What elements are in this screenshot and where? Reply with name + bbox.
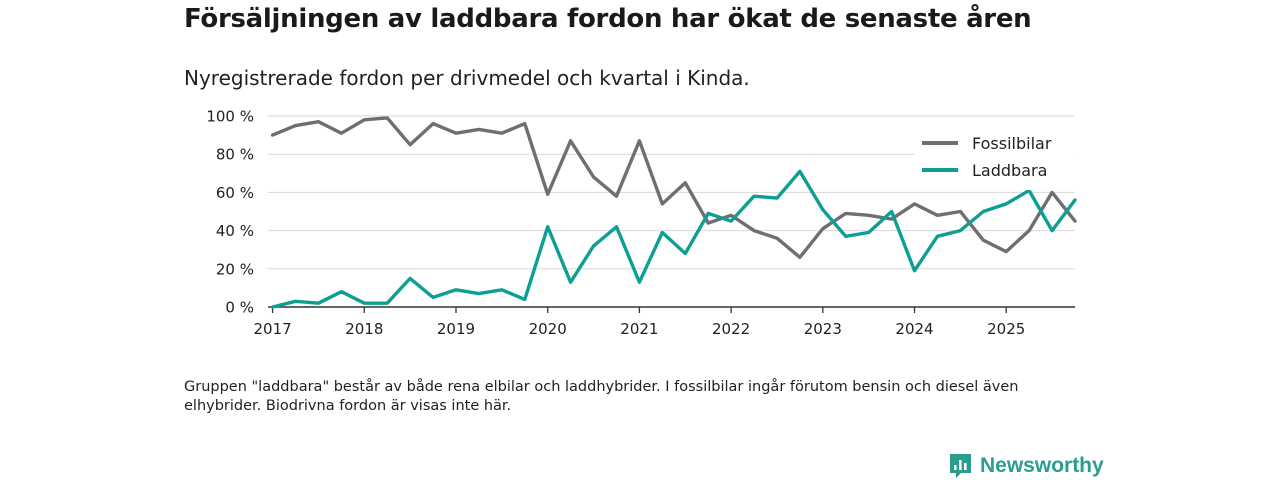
y-axis-ticks: 0 % 20 % 40 % 60 % 80 % 100 % xyxy=(206,108,254,317)
footnote: Gruppen "laddbara" består av både rena e… xyxy=(184,379,1019,414)
x-axis: 2017 2018 2019 2020 2021 2022 2023 2024 2025 xyxy=(253,306,1075,338)
x-tick-label: 2020 xyxy=(529,320,567,338)
newsworthy-logo-icon xyxy=(950,454,971,478)
x-tick-label: 2024 xyxy=(895,320,933,338)
x-tick-label: 2025 xyxy=(987,320,1025,338)
y-tick-label: 0 % xyxy=(225,299,254,317)
chart-title: Försäljningen av laddbara fordon har öka… xyxy=(184,4,1032,34)
legend-label-fossilbilar: Fossilbilar xyxy=(972,134,1052,153)
legend-label-laddbara: Laddbara xyxy=(972,161,1047,180)
brand-name: Newsworthy xyxy=(980,454,1104,477)
series-line-laddbara xyxy=(270,169,1077,309)
y-tick-label: 20 % xyxy=(216,260,254,278)
series-lines xyxy=(270,116,1077,309)
legend: Fossilbilar Laddbara xyxy=(914,128,1074,190)
x-tick-label: 2017 xyxy=(253,320,291,338)
series-line-fossilbilar xyxy=(270,116,1077,259)
brand: Newsworthy xyxy=(948,452,1104,480)
y-tick-label: 40 % xyxy=(216,222,254,240)
x-tick-label: 2023 xyxy=(804,320,842,338)
x-tick-label: 2019 xyxy=(437,320,475,338)
x-tick-label: 2018 xyxy=(345,320,383,338)
legend-background xyxy=(914,128,1074,190)
x-tick-label: 2021 xyxy=(620,320,658,338)
y-tick-label: 80 % xyxy=(216,146,254,164)
y-tick-label: 100 % xyxy=(206,108,254,126)
x-tick-label: 2022 xyxy=(712,320,750,338)
chart-subtitle: Nyregistrerade fordon per drivmedel och … xyxy=(184,66,750,90)
y-tick-label: 60 % xyxy=(216,184,254,202)
